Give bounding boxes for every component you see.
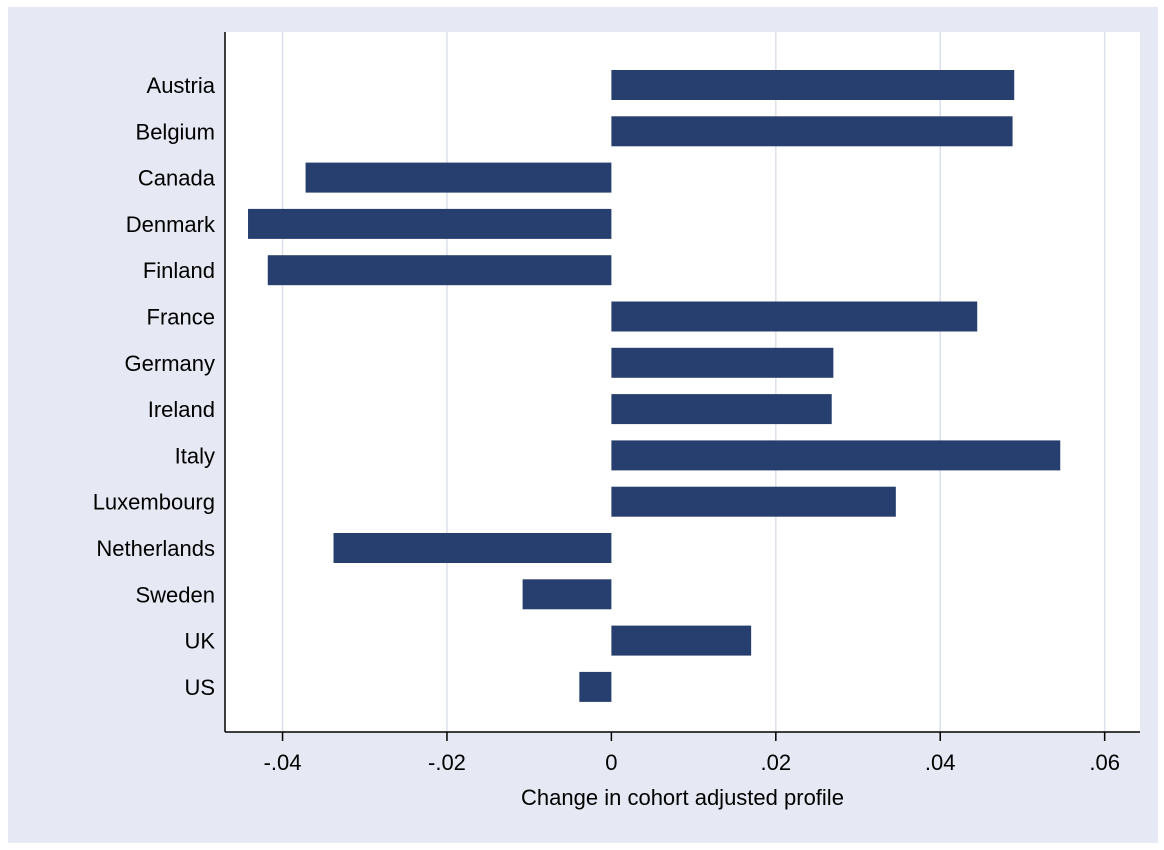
bar-france [611, 301, 978, 332]
plot-area [225, 32, 1140, 732]
bar-canada [305, 162, 612, 193]
x-tick-label-1: -.02 [428, 750, 466, 775]
bar-ireland [611, 394, 832, 425]
x-tick-label-4: .04 [925, 750, 956, 775]
x-tick-label-5: .06 [1089, 750, 1120, 775]
category-label-ireland: Ireland [148, 397, 215, 422]
bar-finland [267, 255, 612, 286]
bar-denmark [248, 208, 612, 239]
bars [248, 70, 1061, 702]
category-label-france: France [147, 305, 215, 330]
category-label-austria: Austria [147, 73, 216, 98]
category-label-uk: UK [184, 629, 215, 654]
labels: Austria Belgium Canada Denmark Finland France… [93, 73, 1120, 775]
x-tick-label-2: 0 [605, 750, 617, 775]
category-label-luxembourg: Luxembourg [93, 490, 215, 515]
category-label-denmark: Denmark [126, 212, 216, 237]
bar-germany [611, 347, 834, 378]
category-label-finland: Finland [143, 258, 215, 283]
category-label-sweden: Sweden [135, 582, 215, 607]
x-tick-label-3: .02 [761, 750, 792, 775]
category-label-germany: Germany [125, 351, 215, 376]
chart-frame: Austria Belgium Canada Denmark Finland France… [8, 7, 1158, 843]
category-label-canada: Canada [138, 166, 216, 191]
x-axis-title: Change in cohort adjusted profile [521, 785, 844, 810]
category-label-italy: Italy [175, 443, 215, 468]
bar-netherlands [333, 533, 612, 563]
category-label-belgium: Belgium [136, 119, 215, 144]
bar-sweden [522, 579, 612, 610]
bar-uk [611, 625, 752, 656]
bar-belgium [611, 116, 1013, 147]
grid-lines [281, 32, 1106, 732]
x-tick-label-0: -.04 [264, 750, 302, 775]
bar-chart: Austria Belgium Canada Denmark Finland France… [93, 32, 1140, 810]
axes [224, 32, 1140, 741]
category-label-netherlands: Netherlands [96, 536, 215, 561]
bar-luxembourg [611, 486, 896, 517]
bar-austria [611, 70, 1015, 100]
category-label-us: US [184, 675, 215, 700]
bar-us [579, 671, 612, 702]
bar-italy [611, 440, 1061, 471]
